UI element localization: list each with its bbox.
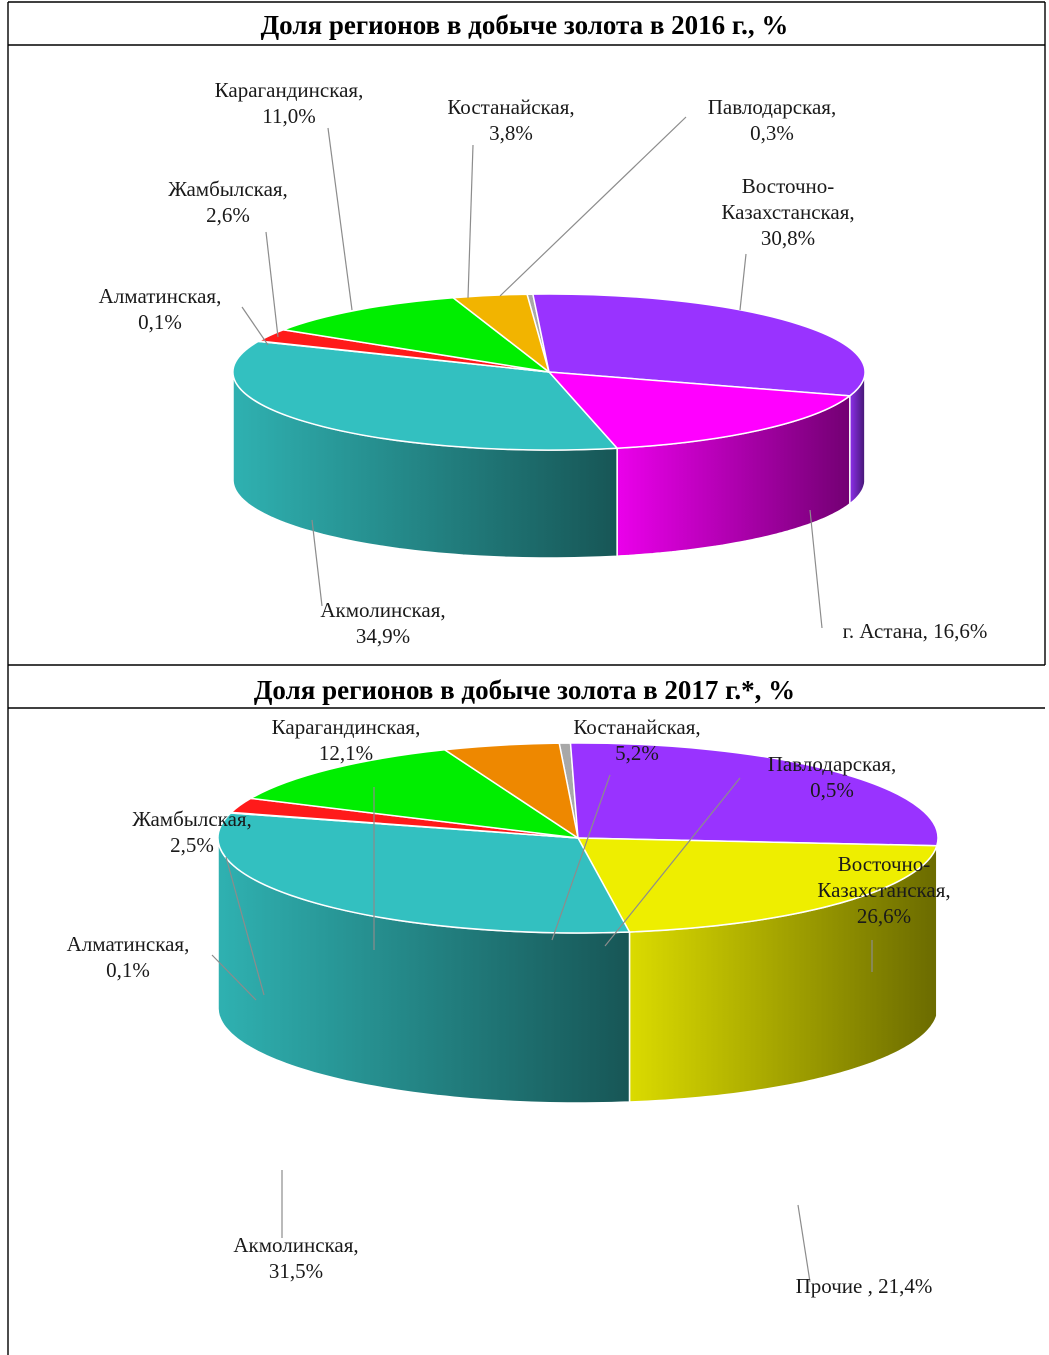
leader-line-восточно: [739, 253, 747, 311]
data-label-павлодарская: 0,5%: [810, 778, 854, 802]
pie-side-walls: [232, 372, 866, 559]
data-label-костанайская: Костанайская,: [573, 715, 700, 739]
leader-line-павлодарская: [499, 116, 687, 297]
pie-slice-прочие-21-4: [576, 837, 938, 933]
leader-line-павлодарская: [604, 777, 741, 947]
data-label-павлодарская: Павлодарская,: [708, 95, 836, 119]
leader-line-акмолинская: [311, 519, 323, 607]
leader-line-костанайская: [551, 774, 611, 941]
pie-slice-акмолинская: [232, 340, 619, 451]
data-label-акмолинская: Акмолинская,: [320, 598, 445, 622]
data-label-восточно: Казахстанская,: [721, 200, 854, 224]
data-label-жамбылская: Жамбылская,: [168, 177, 288, 201]
leader-line-жамбылская: [225, 856, 265, 996]
data-label-жамбылская: 2,5%: [170, 833, 214, 857]
data-label-алматинская: 0,1%: [138, 310, 182, 334]
data-label-жамбылская: Жамбылская,: [132, 807, 252, 831]
pie-chart-2016: Павлодарская,0,3% Восточно-Казахстанская,…: [99, 78, 988, 648]
leader-line-костанайская: [467, 144, 474, 299]
leader-line-жамбылская: [265, 231, 279, 338]
pie-top: [217, 742, 939, 934]
chart-title-2017: Доля регионов в добыче золота в 2017 г.*…: [253, 675, 796, 705]
pie-slice-костанайская: [442, 742, 580, 840]
data-label-акмолинская: Акмолинская,: [233, 1233, 358, 1257]
data-label-павлодарская: Павлодарская,: [768, 752, 896, 776]
pie-slice-г-астана-16-6: [547, 371, 852, 449]
data-label-акмолинская: 34,9%: [356, 624, 410, 648]
data-label-акмолинская: 31,5%: [269, 1259, 323, 1283]
data-label-костанайская: 3,8%: [489, 121, 533, 145]
leader-line-алматинская: [241, 306, 269, 346]
data-label-карагандинская: Карагандинская,: [215, 78, 364, 102]
pie-slice-карагандинская: [248, 749, 579, 839]
data-label-алматинская: Алматинская,: [99, 284, 222, 308]
chart-title-2016: Доля регионов в добыче золота в 2016 г.,…: [260, 10, 789, 40]
leader-line-карагандинская: [327, 127, 353, 311]
pie-slice-восточно: [531, 293, 866, 397]
data-label-карагандинская: 11,0%: [262, 104, 315, 128]
leader-line-алматинская: [211, 954, 257, 1001]
data-label-карагандинская: 12,1%: [319, 741, 373, 765]
data-label-костанайская: Костанайская,: [447, 95, 574, 119]
pie-slice-карагандинская: [280, 296, 550, 373]
pie-labels: Павлодарская,0,5% Восточно-Казахстанская,…: [67, 715, 951, 1298]
pie-top: [232, 293, 866, 451]
data-label-восточно: Восточно-: [838, 852, 931, 876]
leader-line-прочие-21-4: [797, 1204, 811, 1283]
data-label-алматинская: 0,1%: [106, 958, 150, 982]
data-label-восточно: Восточно-: [742, 174, 835, 198]
data-label-жамбылская: 2,6%: [206, 203, 250, 227]
leader-line-г-астана-16-6: [809, 509, 823, 629]
data-label-восточно: 26,6%: [857, 904, 911, 928]
data-label-г-астана-16-6: г. Астана, 16,6%: [843, 619, 988, 643]
pie-slice-акмолинская: [217, 812, 631, 934]
pie-slice-костанайская: [451, 293, 551, 374]
data-label-восточно: 30,8%: [761, 226, 815, 250]
data-label-восточно: Казахстанская,: [817, 878, 950, 902]
data-label-павлодарская: 0,3%: [750, 121, 794, 145]
pie-slice-восточно: [569, 742, 939, 847]
pie-labels: Павлодарская,0,3% Восточно-Казахстанская,…: [99, 78, 988, 648]
data-label-карагандинская: Карагандинская,: [272, 715, 421, 739]
data-label-прочие-21-4: Прочие , 21,4%: [796, 1274, 933, 1298]
data-label-костанайская: 5,2%: [615, 741, 659, 765]
data-label-алматинская: Алматинская,: [67, 932, 190, 956]
